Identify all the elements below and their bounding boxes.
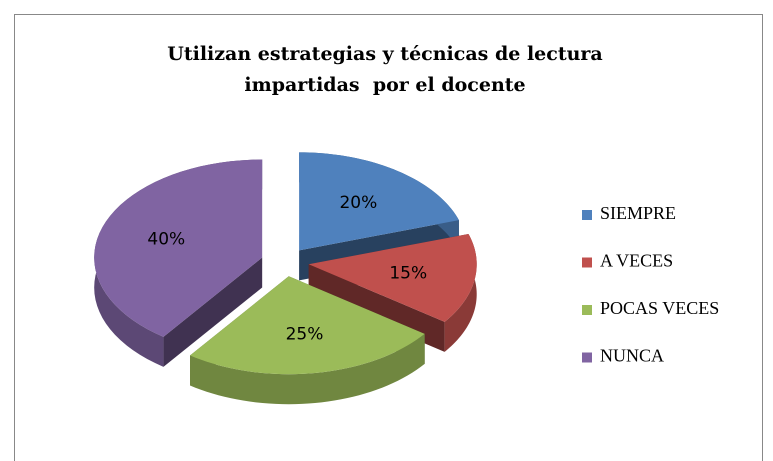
legend-label: POCAS VECES [600,298,719,318]
slice-top [94,159,263,337]
legend-label: A VECES [600,251,673,271]
legend-swatch [582,210,592,220]
slice-top [308,233,477,322]
data-label: 20% [339,193,377,213]
chart-title: impartidas por el docente [244,74,525,96]
chart-title: Utilizan estrategias y técnicas de lectu… [167,43,603,65]
legend-swatch [582,305,592,315]
slice-wall [190,333,425,405]
slice [94,159,263,367]
data-label: 40% [147,229,185,249]
legend-swatch [582,257,592,268]
legend-label: SIEMPRE [600,203,676,223]
slice-top [299,152,459,251]
legend-label: NUNCA [600,346,664,366]
data-label: 25% [286,324,324,344]
slice-top [190,276,425,375]
legend-swatch [582,352,592,363]
slice-side [163,257,263,367]
data-label: 15% [389,263,427,283]
slice [190,276,425,405]
chart-border [14,14,763,461]
